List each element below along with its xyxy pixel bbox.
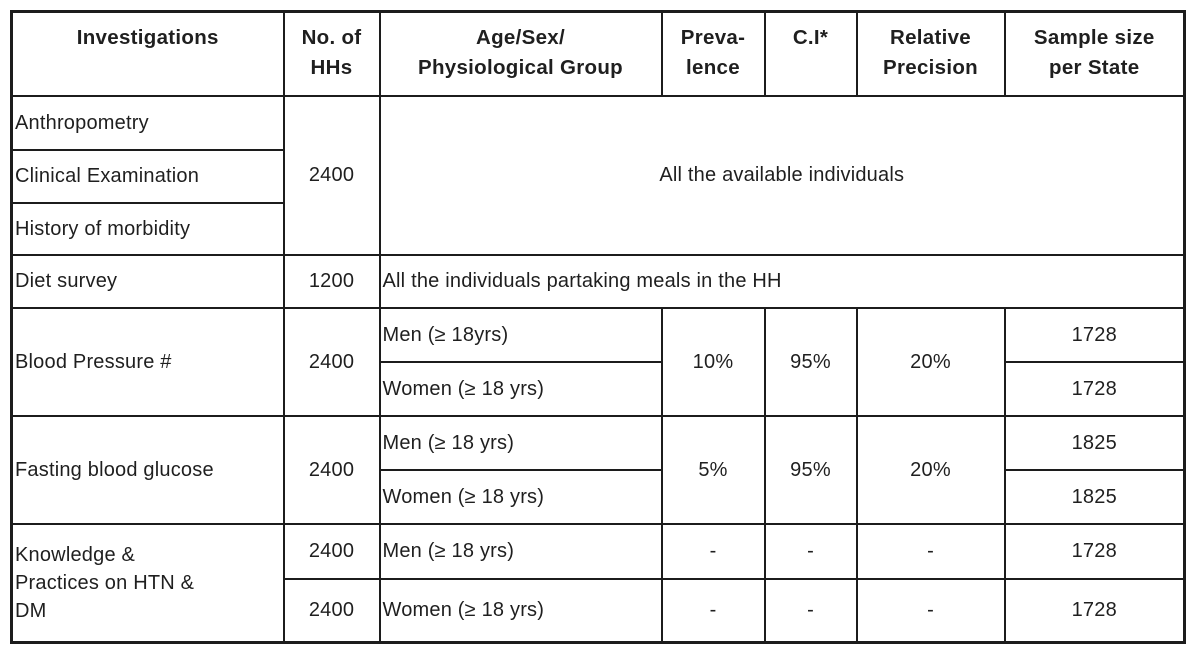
header-sample-size: Sample size per State xyxy=(1003,10,1186,97)
header-relative-precision: Relative Precision xyxy=(855,10,1006,97)
header-age-sex-group: Age/Sex/ Physiological Group xyxy=(378,10,663,97)
hhs-anthropometry-group: 2400 xyxy=(282,94,381,256)
header-no-of-hhs: No. of HHs xyxy=(282,10,381,97)
sample-fasting-blood-glucose-women: 1825 xyxy=(1003,468,1186,525)
table-row: Women (≥ 18 yrs) 1825 xyxy=(12,468,1186,525)
header-prevalence: Preva- lence xyxy=(660,10,766,97)
group-blood-pressure-women: Women (≥ 18 yrs) xyxy=(378,360,663,417)
relative-precision-knowledge-women: - xyxy=(855,577,1006,644)
relative-precision-fasting-blood-glucose: 20% xyxy=(855,414,1006,525)
investigation-clinical-examination: Clinical Examination xyxy=(10,148,285,204)
hhs-knowledge-women: 2400 xyxy=(282,577,381,644)
survey-sampling-table: Investigations No. of HHs Age/Sex/ Physi… xyxy=(10,10,1186,644)
sample-fasting-blood-glucose-men: 1825 xyxy=(1003,414,1186,471)
ci-knowledge-women: - xyxy=(763,577,858,644)
investigation-diet-survey: Diet survey xyxy=(10,253,285,309)
table-row: Fasting blood glucose 2400 Men (≥ 18 yrs… xyxy=(10,414,1186,525)
prevalence-blood-pressure: 10% xyxy=(660,306,766,417)
table-row: 2400 Women (≥ 18 yrs) - - - 1728 xyxy=(12,577,1186,644)
hhs-fasting-blood-glucose: 2400 xyxy=(282,414,381,525)
header-investigations: Investigations xyxy=(10,10,285,97)
table-header-row: Investigations No. of HHs Age/Sex/ Physi… xyxy=(10,10,1186,97)
table-row: Diet survey 1200 All the individuals par… xyxy=(10,253,1186,309)
investigation-blood-pressure: Blood Pressure # xyxy=(10,306,285,417)
table-row: Clinical Examination xyxy=(10,148,1185,204)
hhs-knowledge-men: 2400 xyxy=(282,522,381,580)
table-row: Women (≥ 18 yrs) 1728 xyxy=(12,360,1186,417)
table-row: History of morbidity xyxy=(10,201,1185,256)
sample-knowledge-men: 1728 xyxy=(1003,522,1186,580)
hhs-blood-pressure: 2400 xyxy=(282,306,381,417)
sample-knowledge-women: 1728 xyxy=(1003,577,1186,644)
group-knowledge-women: Women (≥ 18 yrs) xyxy=(378,577,663,644)
prevalence-knowledge-men: - xyxy=(660,522,766,580)
sample-blood-pressure-women: 1728 xyxy=(1003,360,1186,417)
ci-fasting-blood-glucose: 95% xyxy=(763,414,858,525)
investigation-knowledge-practices: Knowledge & Practices on HTN & DM xyxy=(10,522,285,644)
group-fasting-blood-glucose-men: Men (≥ 18 yrs) xyxy=(378,414,663,471)
relative-precision-knowledge-men: - xyxy=(855,522,1006,580)
header-ci: C.I* xyxy=(763,10,858,97)
ci-knowledge-men: - xyxy=(763,522,858,580)
sample-blood-pressure-men: 1728 xyxy=(1003,306,1186,363)
group-knowledge-men: Men (≥ 18 yrs) xyxy=(378,522,663,580)
note-all-available-individuals: All the available individuals xyxy=(378,94,1186,256)
prevalence-fasting-blood-glucose: 5% xyxy=(660,414,766,525)
table-row: Knowledge & Practices on HTN & DM 2400 M… xyxy=(10,522,1186,644)
ci-blood-pressure: 95% xyxy=(763,306,858,417)
investigation-fasting-blood-glucose: Fasting blood glucose xyxy=(10,414,285,525)
group-blood-pressure-men: Men (≥ 18yrs) xyxy=(378,306,663,363)
group-fasting-blood-glucose-women: Women (≥ 18 yrs) xyxy=(378,468,663,525)
relative-precision-blood-pressure: 20% xyxy=(855,306,1006,417)
prevalence-knowledge-women: - xyxy=(660,577,766,644)
note-diet-survey: All the individuals partaking meals in t… xyxy=(378,253,1186,309)
table-row: Blood Pressure # 2400 Men (≥ 18yrs) 10% … xyxy=(10,306,1186,417)
document-page: Investigations No. of HHs Age/Sex/ Physi… xyxy=(10,10,1186,644)
investigation-anthropometry: Anthropometry xyxy=(10,94,285,151)
hhs-diet-survey: 1200 xyxy=(282,253,381,309)
investigation-history-of-morbidity: History of morbidity xyxy=(10,201,285,256)
table-row: Anthropometry 2400 All the available ind… xyxy=(10,94,1186,256)
